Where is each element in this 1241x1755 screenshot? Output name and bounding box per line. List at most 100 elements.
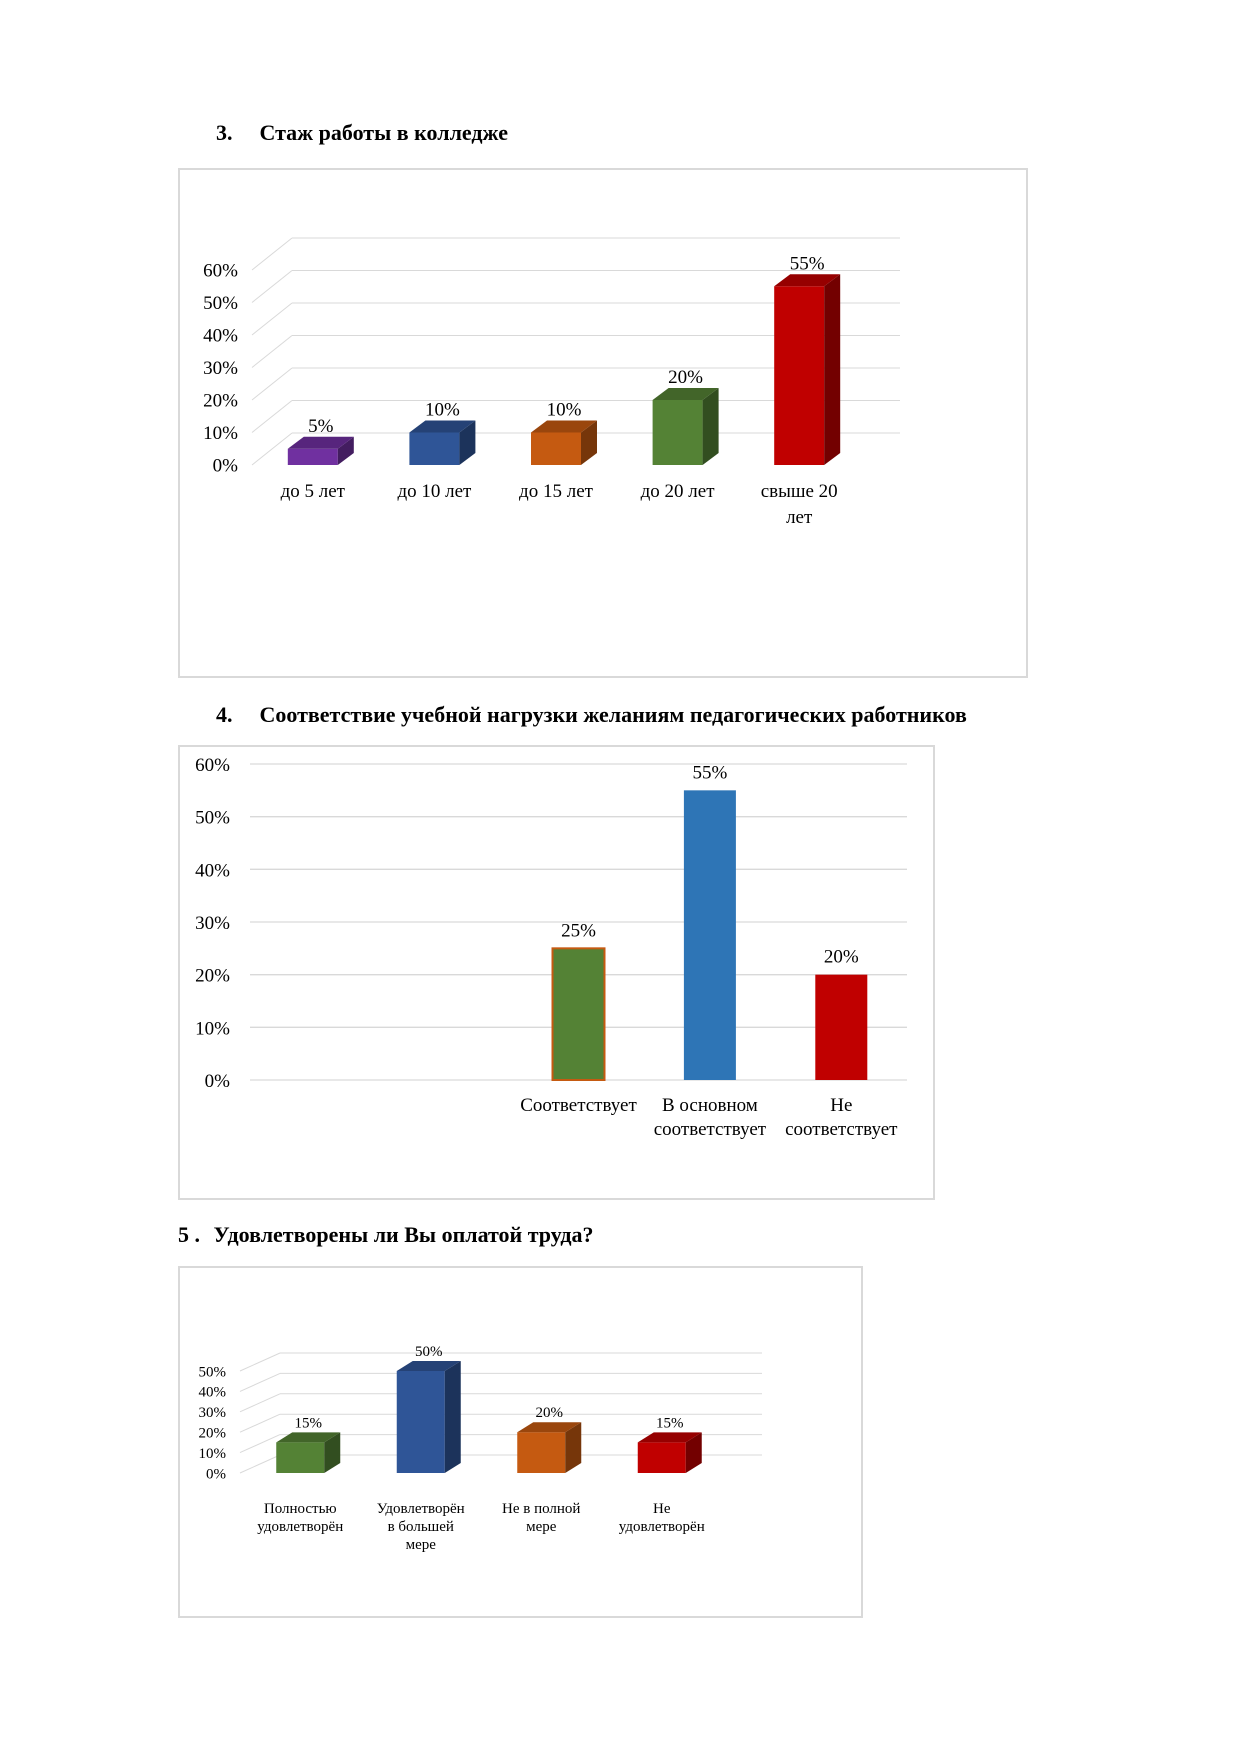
data-label: 20% <box>536 1405 564 1421</box>
data-label: 55% <box>692 762 727 783</box>
y-tick-label: 10% <box>195 1018 230 1039</box>
bar-front <box>531 432 581 465</box>
y-tick-label: 60% <box>195 755 230 776</box>
data-label: 50% <box>415 1344 443 1360</box>
y-tick-label: 30% <box>203 358 238 379</box>
bar-side <box>824 274 841 465</box>
gridline-depth <box>239 1393 281 1413</box>
category-label: Удовлетворён <box>377 1501 465 1517</box>
y-tick-label: 10% <box>199 1446 227 1462</box>
gridline-depth <box>251 237 293 271</box>
category-label: мере <box>526 1519 557 1535</box>
section-title: Соответствие учебной нагрузки желаниям п… <box>259 702 967 727</box>
section-4-heading: 4. Соответствие учебной нагрузки желания… <box>216 702 967 728</box>
gridline-depth <box>239 1413 281 1433</box>
bar-top <box>531 420 597 433</box>
bar-front <box>637 1442 686 1473</box>
bar-side <box>459 420 476 465</box>
section-number: 5 . <box>178 1222 200 1247</box>
bar-side <box>565 1422 582 1473</box>
category-label: Полностью <box>264 1501 337 1517</box>
y-tick-label: 60% <box>203 261 238 282</box>
category-label: В основном <box>662 1095 758 1116</box>
y-tick-label: 0% <box>205 1071 231 1092</box>
data-label: 15% <box>295 1415 323 1431</box>
bar-top <box>517 1422 582 1433</box>
gridline-depth <box>239 1454 281 1474</box>
gridline-depth <box>239 1352 281 1372</box>
gridline-depth <box>239 1372 281 1392</box>
category-label: соответствует <box>785 1119 898 1140</box>
data-label: 5% <box>308 416 334 437</box>
gridline-depth <box>239 1434 281 1454</box>
y-tick-label: 10% <box>203 423 238 444</box>
bar-front <box>287 448 338 465</box>
data-label: 20% <box>668 367 703 388</box>
chart-frame-salary: 0% 10% 20% 30% 40% 50% 15% Полностью удовлетворё… <box>178 1266 863 1618</box>
gridline-depth <box>251 270 293 303</box>
y-tick-label: 40% <box>203 326 238 347</box>
y-tick-label: 40% <box>199 1385 227 1401</box>
bar <box>551 947 606 1081</box>
category-label: до 15 лет <box>519 481 594 502</box>
bar-front <box>409 432 460 465</box>
bar-top <box>774 274 841 287</box>
y-tick-label: 0% <box>213 456 239 477</box>
bar-top <box>637 1432 702 1443</box>
section-5-heading: 5 . Удовлетворены ли Вы оплатой труда? <box>178 1222 593 1248</box>
gridline-depth <box>251 367 293 401</box>
bar-top <box>409 420 476 433</box>
y-tick-label: 40% <box>195 860 230 881</box>
bar <box>683 790 736 1080</box>
y-tick-label: 20% <box>199 1425 227 1441</box>
experience-bar-chart: 0% 10% 20% 30% 40% 50% 60% 5% до 5 лет 10% до 10 л… <box>203 237 900 528</box>
data-label: 15% <box>656 1415 684 1431</box>
workload-bar-chart: 0% 10% 20% 30% 40% 50% 60% 25% Соответствует 55% В… <box>195 755 907 1140</box>
bar-side <box>685 1432 702 1473</box>
data-label: 20% <box>824 947 859 968</box>
category-label: до 10 лет <box>397 481 472 502</box>
category-label: Соответствует <box>520 1095 637 1116</box>
category-label: до 20 лет <box>641 481 716 502</box>
section-title: Удовлетворены ли Вы оплатой труда? <box>213 1222 594 1247</box>
category-label: мере <box>406 1537 437 1553</box>
section-title: Стаж работы в колледже <box>259 120 508 145</box>
bar-front <box>774 286 825 465</box>
bar-front <box>652 400 703 465</box>
chart-frame-workload: 0% 10% 20% 30% 40% 50% 60% 25% Соответствует 55% В… <box>178 745 935 1200</box>
bar-front <box>517 1432 566 1473</box>
category-label: до 5 лет <box>281 481 346 502</box>
category-label: удовлетворён <box>257 1519 343 1535</box>
category-label: Не <box>653 1501 671 1517</box>
category-label: лет <box>786 507 813 528</box>
bar-front <box>276 1442 325 1473</box>
salary-bar-chart: 0% 10% 20% 30% 40% 50% 15% Полностью удовлетворё… <box>199 1344 762 1553</box>
y-tick-label: 0% <box>206 1466 226 1482</box>
bar-top <box>287 436 354 449</box>
data-label: 25% <box>561 920 596 941</box>
y-tick-label: 30% <box>195 913 230 934</box>
category-label: в большей <box>388 1519 454 1535</box>
bar-front <box>396 1371 445 1473</box>
y-tick-label: 20% <box>203 391 238 412</box>
bar-top <box>276 1432 341 1443</box>
category-label: свыше 20 <box>761 481 838 502</box>
section-number: 4. <box>216 702 233 727</box>
bar-top <box>396 1361 461 1371</box>
y-tick-label: 50% <box>203 293 238 314</box>
category-label: Не <box>830 1095 852 1116</box>
bar-side <box>702 388 719 465</box>
y-tick-label: 50% <box>195 808 230 829</box>
gridline-depth <box>251 335 293 368</box>
bar-top <box>652 388 719 400</box>
category-label: удовлетворён <box>619 1519 705 1535</box>
section-number: 3. <box>216 120 233 145</box>
data-label: 10% <box>425 400 460 421</box>
bar-side <box>337 436 354 465</box>
y-tick-label: 30% <box>199 1405 227 1421</box>
data-label: 10% <box>547 400 582 421</box>
gridline-depth <box>251 400 293 433</box>
data-label: 55% <box>790 253 825 274</box>
gridline-depth <box>251 302 293 336</box>
bar-side <box>324 1432 341 1473</box>
